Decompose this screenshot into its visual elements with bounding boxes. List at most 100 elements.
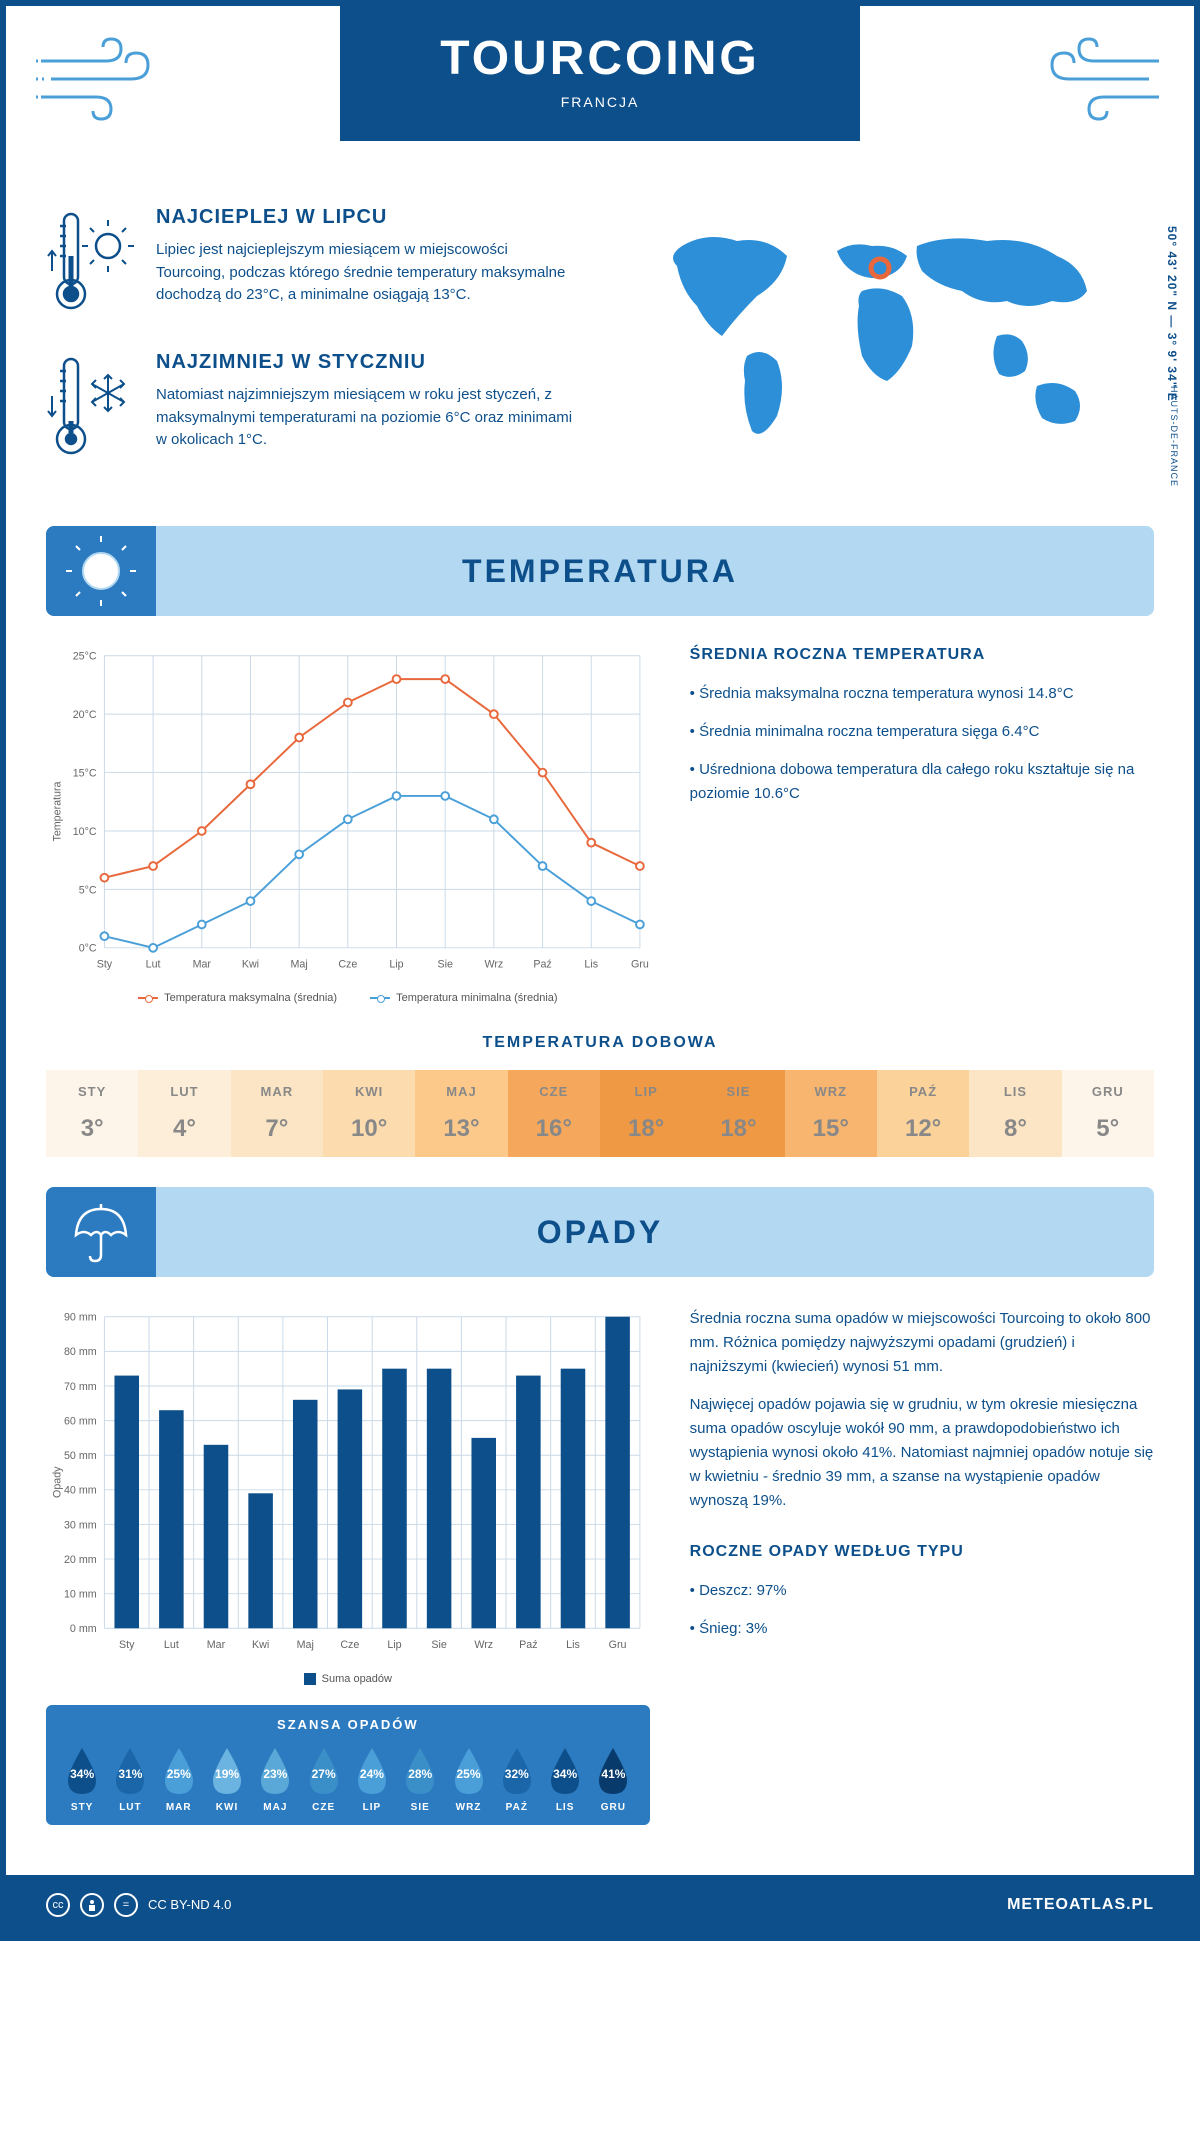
drop-item: 24%LIP	[350, 1744, 394, 1813]
sun-section-icon	[46, 526, 156, 616]
svg-text:Lis: Lis	[584, 958, 598, 970]
coldest-title: NAJZIMNIEJ W STYCZNIU	[156, 351, 580, 374]
temp-cell: KWI10°	[323, 1070, 415, 1157]
svg-text:10°C: 10°C	[73, 826, 97, 838]
warmest-block: NAJCIEPLEJ W LIPCU Lipiec jest najcieple…	[46, 206, 580, 321]
type-bullet: Deszcz: 97%	[690, 1579, 1154, 1603]
temp-cell: SIE18°	[692, 1070, 784, 1157]
svg-text:15°C: 15°C	[73, 767, 97, 779]
temp-bullet: Średnia minimalna roczna temperatura się…	[690, 720, 1154, 744]
svg-text:Lip: Lip	[387, 1639, 401, 1651]
drop-item: 23%MAJ	[253, 1744, 297, 1813]
drop-item: 32%PAŹ	[495, 1744, 539, 1813]
svg-text:Lis: Lis	[566, 1639, 580, 1651]
svg-text:50 mm: 50 mm	[64, 1450, 97, 1462]
drop-item: 25%MAR	[157, 1744, 201, 1813]
drop-item: 19%KWI	[205, 1744, 249, 1813]
thermometer-sun-icon	[46, 206, 136, 321]
thermometer-snowflake-icon	[46, 351, 136, 466]
coldest-block: NAJZIMNIEJ W STYCZNIU Natomiast najzimni…	[46, 351, 580, 466]
legend-bar-label: Suma opadów	[322, 1673, 392, 1685]
header-banner: TOURCOING FRANCJA	[340, 6, 860, 141]
temp-cell: GRU5°	[1062, 1070, 1154, 1157]
svg-text:Opady: Opady	[52, 1466, 64, 1498]
wind-icon-right	[1024, 31, 1164, 126]
precipitation-section-header: OPADY	[46, 1187, 1154, 1277]
svg-text:40 mm: 40 mm	[64, 1485, 97, 1497]
drop-item: 28%SIE	[398, 1744, 442, 1813]
temp-cell: STY3°	[46, 1070, 138, 1157]
svg-text:Lip: Lip	[389, 958, 403, 970]
temp-bullet: Średnia maksymalna roczna temperatura wy…	[690, 682, 1154, 706]
svg-text:20 mm: 20 mm	[64, 1554, 97, 1566]
temp-legend: Temperatura maksymalna (średnia) Tempera…	[46, 992, 650, 1004]
temp-cell: LUT4°	[138, 1070, 230, 1157]
temp-cell: LIP18°	[600, 1070, 692, 1157]
drop-item: 27%CZE	[302, 1744, 346, 1813]
precipitation-probability: SZANSA OPADÓW 34%STY31%LUT25%MAR19%KWI23…	[46, 1705, 650, 1825]
license-text: CC BY-ND 4.0	[148, 1897, 231, 1912]
svg-text:Mar: Mar	[207, 1639, 226, 1651]
svg-text:Sty: Sty	[119, 1639, 135, 1651]
temp-cell: LIS8°	[969, 1070, 1061, 1157]
legend-max-label: Temperatura maksymalna (średnia)	[164, 992, 337, 1004]
type-bullet: Śnieg: 3%	[690, 1617, 1154, 1641]
svg-text:Sie: Sie	[431, 1639, 447, 1651]
svg-text:Cze: Cze	[340, 1639, 359, 1651]
svg-text:70 mm: 70 mm	[64, 1381, 97, 1393]
region-label: HAUTS-DE-FRANCE	[1169, 386, 1179, 487]
temp-side-text: ŚREDNIA ROCZNA TEMPERATURA Średnia maksy…	[690, 646, 1154, 1004]
svg-text:60 mm: 60 mm	[64, 1416, 97, 1428]
legend-min-label: Temperatura minimalna (średnia)	[396, 992, 557, 1004]
svg-text:Wrz: Wrz	[484, 958, 503, 970]
temperature-line-chart: 0°C5°C10°C15°C20°C25°CStyLutMarKwiMajCze…	[46, 646, 650, 977]
svg-text:Lut: Lut	[164, 1639, 179, 1651]
by-icon	[80, 1893, 104, 1917]
footer-site: METEOATLAS.PL	[1007, 1896, 1154, 1914]
warmest-text: Lipiec jest najcieplejszym miesiącem w m…	[156, 239, 580, 307]
svg-text:Lut: Lut	[146, 958, 161, 970]
svg-text:Paź: Paź	[519, 1639, 537, 1651]
coldest-text: Natomiast najzimniejszym miesiącem w rok…	[156, 384, 580, 452]
svg-text:Kwi: Kwi	[242, 958, 259, 970]
prob-title: SZANSA OPADÓW	[58, 1717, 638, 1732]
svg-text:Mar: Mar	[193, 958, 212, 970]
temperature-section-header: TEMPERATURA	[46, 526, 1154, 616]
temperature-title: TEMPERATURA	[462, 553, 738, 590]
footer-license: cc = CC BY-ND 4.0	[46, 1893, 231, 1917]
footer: cc = CC BY-ND 4.0 METEOATLAS.PL	[6, 1875, 1194, 1935]
svg-text:80 mm: 80 mm	[64, 1346, 97, 1358]
world-map-icon	[620, 206, 1154, 486]
drop-item: 25%WRZ	[447, 1744, 491, 1813]
svg-text:Paź: Paź	[533, 958, 551, 970]
temp-side-title: ŚREDNIA ROCZNA TEMPERATURA	[690, 646, 1154, 664]
svg-text:Temperatura: Temperatura	[52, 781, 64, 841]
temp-bullet: Uśredniona dobowa temperatura dla całego…	[690, 758, 1154, 806]
svg-text:0°C: 0°C	[79, 943, 97, 955]
umbrella-section-icon	[46, 1187, 156, 1277]
coordinates: 50° 43' 20" N — 3° 9' 34" E	[1165, 226, 1179, 402]
warmest-title: NAJCIEPLEJ W LIPCU	[156, 206, 580, 229]
svg-text:Sty: Sty	[97, 958, 113, 970]
temp-cell: CZE16°	[508, 1070, 600, 1157]
precipitation-chart-row: 0 mm10 mm20 mm30 mm40 mm50 mm60 mm70 mm8…	[6, 1277, 1194, 1855]
svg-text:0 mm: 0 mm	[70, 1623, 97, 1635]
drop-item: 34%LIS	[543, 1744, 587, 1813]
svg-text:90 mm: 90 mm	[64, 1312, 97, 1324]
svg-text:30 mm: 30 mm	[64, 1519, 97, 1531]
svg-text:Wrz: Wrz	[474, 1639, 493, 1651]
temperature-chart-row: 0°C5°C10°C15°C20°C25°CStyLutMarKwiMajCze…	[6, 616, 1194, 1034]
temp-cell: PAŹ12°	[877, 1070, 969, 1157]
svg-text:Gru: Gru	[609, 1639, 627, 1651]
daily-temp-title: TEMPERATURA DOBOWA	[46, 1034, 1154, 1052]
precip-legend: Suma opadów	[46, 1673, 650, 1685]
nd-icon: =	[114, 1893, 138, 1917]
header: TOURCOING FRANCJA	[6, 6, 1194, 186]
intro-section: NAJCIEPLEJ W LIPCU Lipiec jest najcieple…	[6, 186, 1194, 526]
country-name: FRANCJA	[340, 94, 860, 110]
temp-cell: WRZ15°	[785, 1070, 877, 1157]
svg-text:Gru: Gru	[631, 958, 649, 970]
svg-text:20°C: 20°C	[73, 709, 97, 721]
daily-temp-section: TEMPERATURA DOBOWA STY3°LUT4°MAR7°KWI10°…	[6, 1034, 1194, 1187]
drop-item: 41%GRU	[591, 1744, 635, 1813]
